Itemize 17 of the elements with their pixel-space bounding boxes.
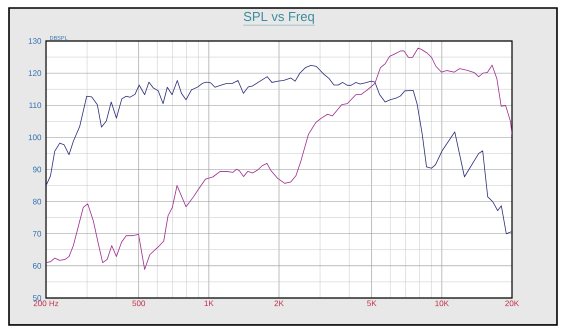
x-tick-label: 200 Hz [34,300,58,306]
x-tick-label: 5K [367,300,377,306]
x-tick-label: 1K [204,300,214,306]
y-tick-label: 80 [32,198,42,204]
x-tick-label: 500 [132,300,146,306]
x-tick-label: 2K [274,300,284,306]
y-tick-label: 50 [32,295,42,301]
y-tick-label: 70 [32,230,42,237]
y-tick-label: 90 [32,166,42,172]
x-tick-label: 10K [435,300,449,306]
y-tick-label: 120 [28,70,42,76]
y-tick-label: 110 [29,102,42,108]
x-tick-label: 20K [505,300,520,306]
y-tick-label: 100 [28,134,42,140]
chart-title: SPL vs Freq [244,12,314,24]
y-tick-label: 60 [32,263,42,269]
y-tick-label: 130 [28,38,42,44]
